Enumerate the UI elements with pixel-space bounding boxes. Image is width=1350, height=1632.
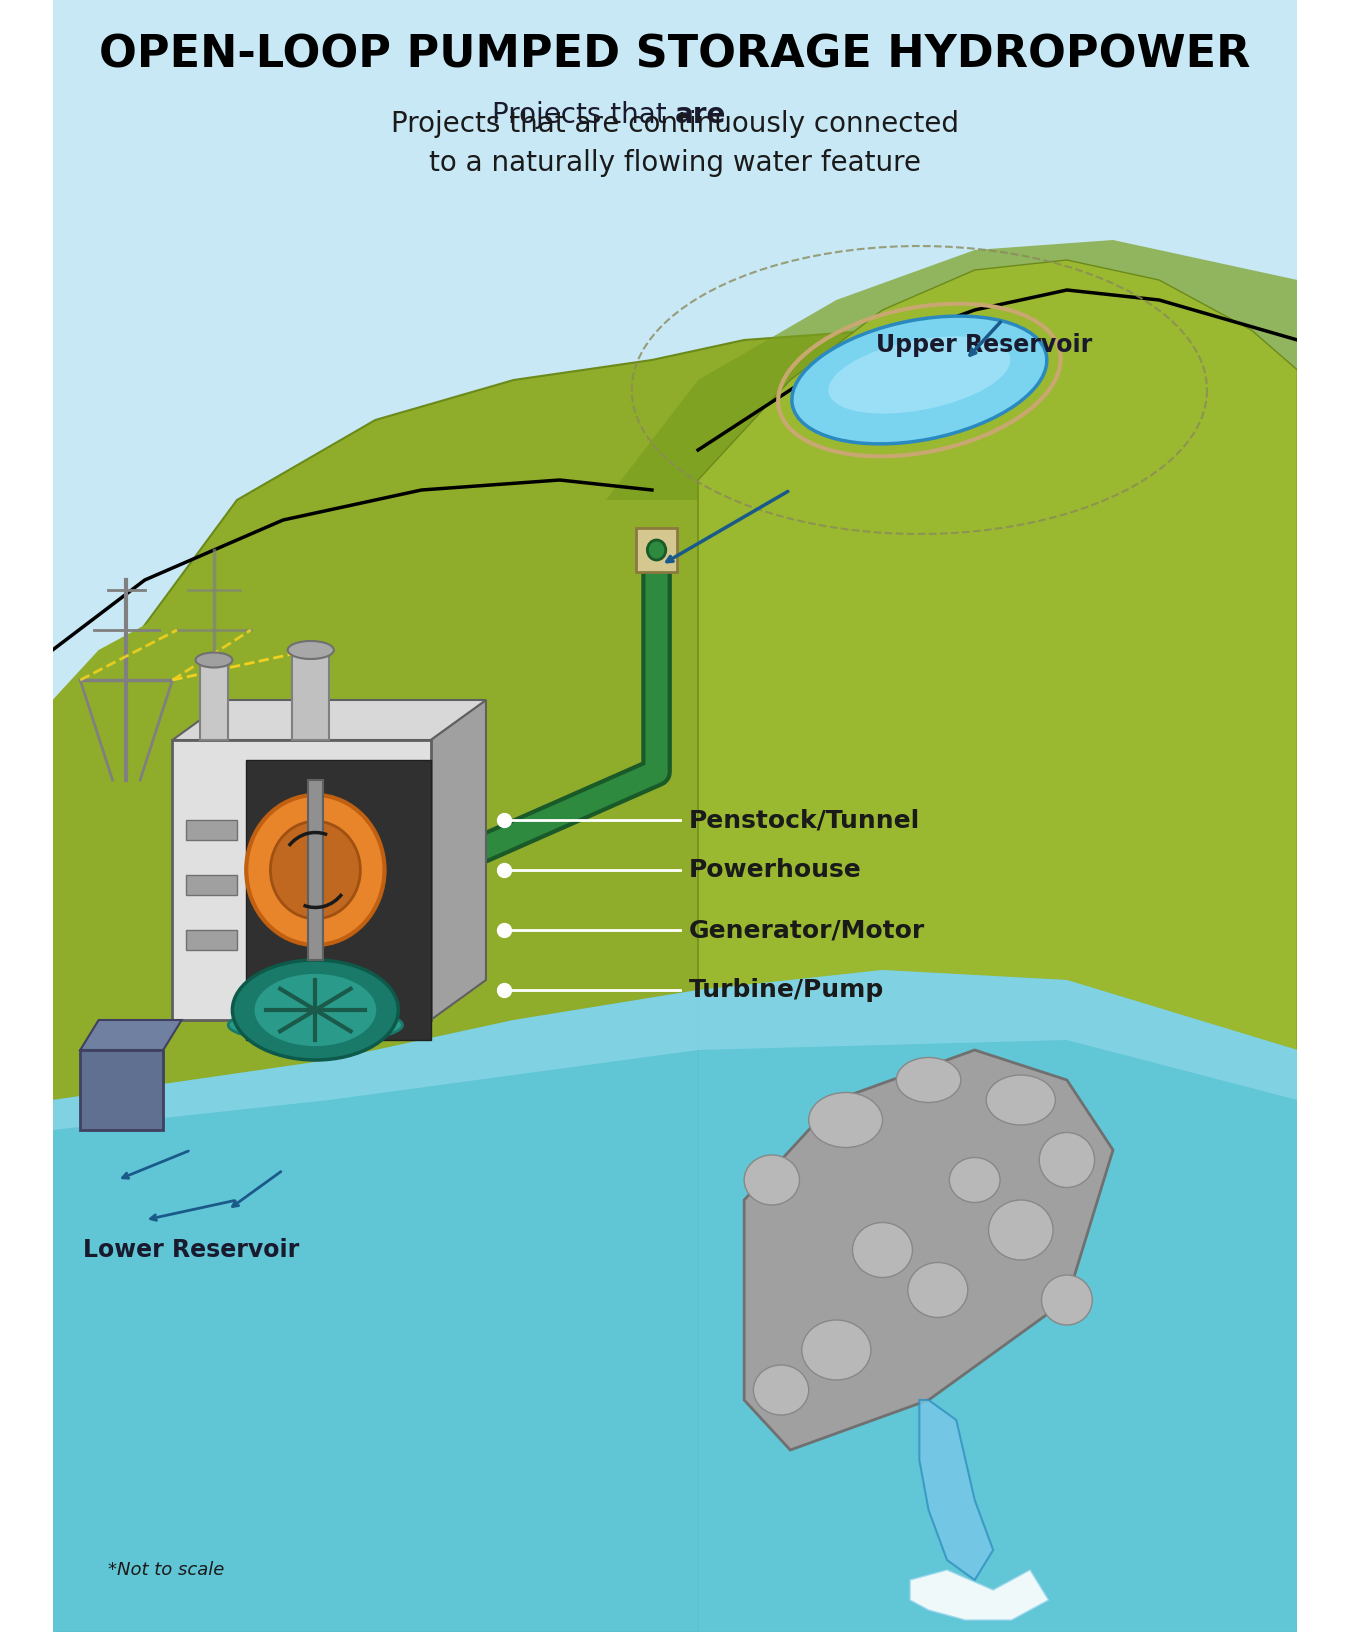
Text: Turbine/Pump: Turbine/Pump [688,978,884,1002]
Point [494,857,516,883]
Polygon shape [53,969,1297,1632]
Polygon shape [53,570,513,1632]
Text: *Not to scale: *Not to scale [108,1560,224,1580]
Ellipse shape [829,336,1010,413]
Circle shape [246,795,385,945]
Polygon shape [910,1570,1049,1621]
Text: Penstock/Tunnel: Penstock/Tunnel [688,808,921,832]
Ellipse shape [896,1058,961,1103]
Circle shape [648,540,666,560]
Bar [186,819,238,840]
Bar [200,659,228,739]
Bar [246,761,431,1040]
Polygon shape [919,1400,994,1580]
Ellipse shape [1040,1133,1095,1188]
Bar [293,650,329,739]
Polygon shape [173,700,486,739]
Ellipse shape [987,1075,1056,1124]
Ellipse shape [232,960,398,1061]
Ellipse shape [1042,1275,1092,1325]
Ellipse shape [196,653,232,667]
Text: are: are [675,101,726,129]
FancyBboxPatch shape [636,529,676,571]
Text: Projects that: Projects that [491,101,675,129]
Ellipse shape [744,1155,799,1204]
Point [494,978,516,1004]
Bar [173,739,431,1020]
Ellipse shape [254,973,378,1048]
Circle shape [270,821,360,919]
Polygon shape [53,330,1297,1632]
Text: Lower Reservoir: Lower Reservoir [82,1239,298,1262]
Bar [80,1049,163,1129]
Text: Powerhouse: Powerhouse [688,858,861,881]
Point [494,917,516,943]
Bar [186,875,238,894]
Bar [186,930,238,950]
Ellipse shape [907,1263,968,1317]
Ellipse shape [753,1364,809,1415]
Polygon shape [53,969,1297,1129]
Ellipse shape [949,1157,1000,1203]
Polygon shape [80,1020,182,1049]
Text: Projects that are continuously connected
to a naturally flowing water feature: Projects that are continuously connected… [392,109,958,176]
Ellipse shape [852,1222,913,1278]
Ellipse shape [792,317,1046,444]
Ellipse shape [802,1320,871,1381]
Polygon shape [431,700,486,1020]
Polygon shape [744,1049,1112,1449]
Bar [308,780,323,960]
Text: Upper Reservoir: Upper Reservoir [876,333,1092,357]
Ellipse shape [228,1007,402,1043]
Polygon shape [698,259,1297,1632]
Ellipse shape [988,1200,1053,1260]
Text: Generator/Motor: Generator/Motor [688,917,925,942]
Point [494,806,516,832]
Text: OPEN-LOOP PUMPED STORAGE HYDROPOWER: OPEN-LOOP PUMPED STORAGE HYDROPOWER [100,34,1250,77]
Ellipse shape [288,641,333,659]
Ellipse shape [809,1092,883,1147]
Polygon shape [606,240,1297,499]
